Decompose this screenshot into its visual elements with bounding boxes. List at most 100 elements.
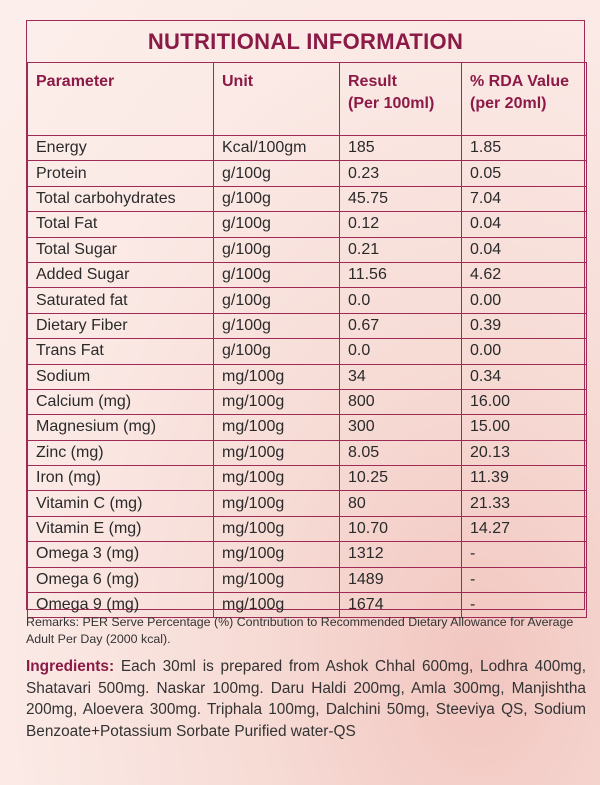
parameter-cell: Total Sugar: [27, 236, 214, 263]
result-cell: 0.12: [339, 211, 462, 238]
table-row: Sodium mg/100g 34 0.34: [27, 363, 587, 390]
result-cell: 800: [339, 388, 462, 416]
table-row: Vitamin C (mg) mg/100g 80 21.33: [27, 490, 587, 517]
rda-cell: 4.62: [461, 261, 587, 289]
result-cell: 0.23: [339, 160, 462, 187]
parameter-cell: Calcium (mg): [27, 388, 214, 416]
parameter-cell: Magnesium (mg): [27, 414, 214, 441]
parameter-cell: Total carbohydrates: [27, 185, 214, 213]
remarks-note: Remarks: PER Serve Percentage (%) Contri…: [26, 615, 574, 646]
table-row: Dietary Fiber g/100g 0.67 0.39: [27, 312, 587, 340]
rda-cell: 0.04: [461, 236, 587, 263]
parameter-cell: Trans Fat: [27, 338, 214, 365]
ingredients-text: Each 30ml is prepared from Ashok Chhal 6…: [26, 658, 586, 740]
unit-cell: mg/100g: [213, 566, 340, 594]
rda-cell: 20.13: [461, 439, 587, 467]
rda-cell: 0.00: [461, 338, 587, 365]
table-row: Protein g/100g 0.23 0.05: [27, 160, 587, 187]
parameter-cell: Protein: [27, 160, 214, 187]
unit-cell: mg/100g: [213, 439, 340, 467]
parameter-cell: Omega 6 (mg): [27, 566, 214, 594]
nutrition-table: Parameter Unit Result (Per 100ml) % RDA V…: [27, 62, 587, 619]
rda-cell: 0.00: [461, 287, 587, 314]
parameter-cell: Energy: [27, 134, 214, 162]
parameter-cell: Saturated fat: [27, 287, 214, 314]
result-cell: 0.0: [339, 287, 462, 314]
unit-cell: g/100g: [213, 312, 340, 340]
table-row: Calcium (mg) mg/100g 800 16.00: [27, 388, 587, 416]
parameter-cell: Omega 3 (mg): [27, 541, 214, 568]
rda-cell: 16.00: [461, 388, 587, 416]
parameter-cell: Total Fat: [27, 211, 214, 238]
unit-cell: mg/100g: [213, 490, 340, 517]
unit-cell: g/100g: [213, 287, 340, 314]
result-cell: 8.05: [339, 439, 462, 467]
unit-cell: mg/100g: [213, 465, 340, 492]
table-row: Omega 6 (mg) mg/100g 1489-: [27, 566, 587, 594]
nutrition-panel: NUTRITIONAL INFORMATION Parameter Unit R…: [26, 20, 587, 619]
table-row: Total Sugar g/100g 0.21 0.04: [27, 236, 587, 263]
parameter-cell: Vitamin C (mg): [27, 490, 214, 517]
rda-cell: -: [461, 566, 587, 594]
unit-cell: mg/100g: [213, 541, 340, 568]
table-row: Iron (mg) mg/100g 10.25 11.39: [27, 465, 587, 492]
table-row: Magnesium (mg) mg/100g 300 15.00: [27, 414, 587, 441]
result-cell: 80: [339, 490, 462, 517]
unit-cell: g/100g: [213, 185, 340, 213]
rda-cell: 15.00: [461, 414, 587, 441]
table-row: Energy Kcal/100gm 185 1.85: [27, 134, 587, 162]
rda-cell: 14.27: [461, 515, 587, 543]
result-cell: 0.67: [339, 312, 462, 340]
unit-cell: mg/100g: [213, 515, 340, 543]
parameter-cell: Omega 9 (mg): [27, 592, 214, 619]
header-parameter: Parameter: [27, 62, 214, 136]
rda-cell: 11.39: [461, 465, 587, 492]
unit-cell: mg/100g: [213, 388, 340, 416]
header-rda: % RDA Value (per 20ml): [461, 62, 587, 136]
result-cell: 10.70: [339, 515, 462, 543]
result-cell: 1489: [339, 566, 462, 594]
table-row: Saturated fat g/100g 0.0 0.00: [27, 287, 587, 314]
unit-cell: mg/100g: [213, 414, 340, 441]
result-cell: 185: [339, 134, 462, 162]
panel-title: NUTRITIONAL INFORMATION: [27, 21, 584, 63]
rda-cell: 0.05: [461, 160, 587, 187]
unit-cell: g/100g: [213, 236, 340, 263]
parameter-cell: Sodium: [27, 363, 214, 390]
unit-cell: g/100g: [213, 338, 340, 365]
table-header-row: Parameter Unit Result (Per 100ml) % RDA V…: [27, 62, 587, 136]
unit-cell: Kcal/100gm: [213, 134, 340, 162]
ingredients-label: Ingredients:: [26, 658, 115, 675]
result-cell: 10.25: [339, 465, 462, 492]
parameter-cell: Added Sugar: [27, 261, 214, 289]
unit-cell: mg/100g: [213, 592, 340, 619]
header-unit: Unit: [213, 62, 340, 136]
result-cell: 34: [339, 363, 462, 390]
result-cell: 0.0: [339, 338, 462, 365]
result-cell: 300: [339, 414, 462, 441]
parameter-cell: Dietary Fiber: [27, 312, 214, 340]
unit-cell: mg/100g: [213, 363, 340, 390]
result-cell: 1312: [339, 541, 462, 568]
table-row: Trans Fat g/100g 0.0 0.00: [27, 338, 587, 365]
result-cell: 0.21: [339, 236, 462, 263]
table-row: Omega 9 (mg) mg/100g 1674-: [27, 592, 587, 619]
parameter-cell: Iron (mg): [27, 465, 214, 492]
rda-cell: 21.33: [461, 490, 587, 517]
table-row: Omega 3 (mg) mg/100g 1312-: [27, 541, 587, 568]
table-row: Zinc (mg) mg/100g 8.05 20.13: [27, 439, 587, 467]
unit-cell: g/100g: [213, 211, 340, 238]
rda-cell: -: [461, 592, 587, 619]
unit-cell: g/100g: [213, 261, 340, 289]
rda-cell: 0.04: [461, 211, 587, 238]
unit-cell: g/100g: [213, 160, 340, 187]
table-row: Added Sugar g/100g 11.56 4.62: [27, 261, 587, 289]
parameter-cell: Zinc (mg): [27, 439, 214, 467]
rda-cell: 1.85: [461, 134, 587, 162]
rda-cell: -: [461, 541, 587, 568]
ingredients-block: Ingredients: Each 30ml is prepared from …: [26, 656, 586, 742]
rda-cell: 0.34: [461, 363, 587, 390]
table-row: Total carbohydrates g/100g 45.75 7.04: [27, 185, 587, 213]
table-row: Vitamin E (mg) mg/100g 10.70 14.27: [27, 515, 587, 543]
rda-cell: 7.04: [461, 185, 587, 213]
